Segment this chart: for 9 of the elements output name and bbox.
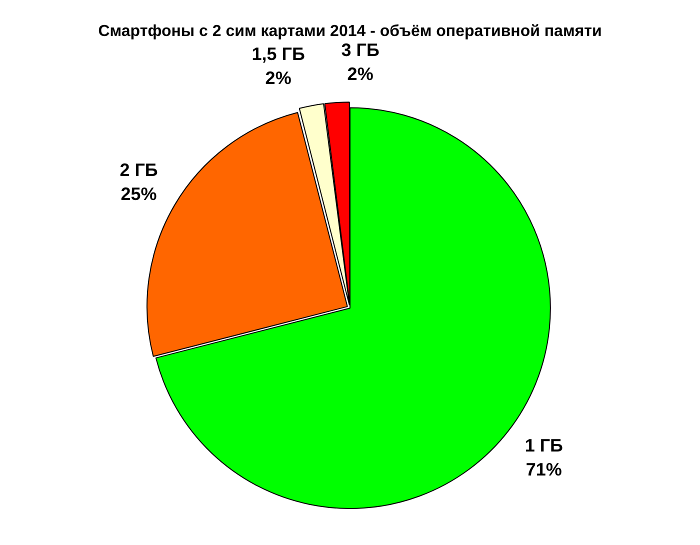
data-label: 25% (120, 184, 157, 204)
chart-title: Смартфоны с 2 сим картами 2014 - объём оперативной памяти (98, 23, 602, 40)
slice-label: 3 ГБ (341, 40, 380, 60)
slice-label: 1,5 ГБ (252, 44, 305, 64)
slice-label: 1 ГБ (524, 435, 564, 456)
data-label: 2% (347, 64, 374, 84)
slice-label: 2 ГБ (120, 160, 158, 180)
data-label: 2% (265, 68, 292, 88)
data-label: 71% (526, 459, 562, 480)
